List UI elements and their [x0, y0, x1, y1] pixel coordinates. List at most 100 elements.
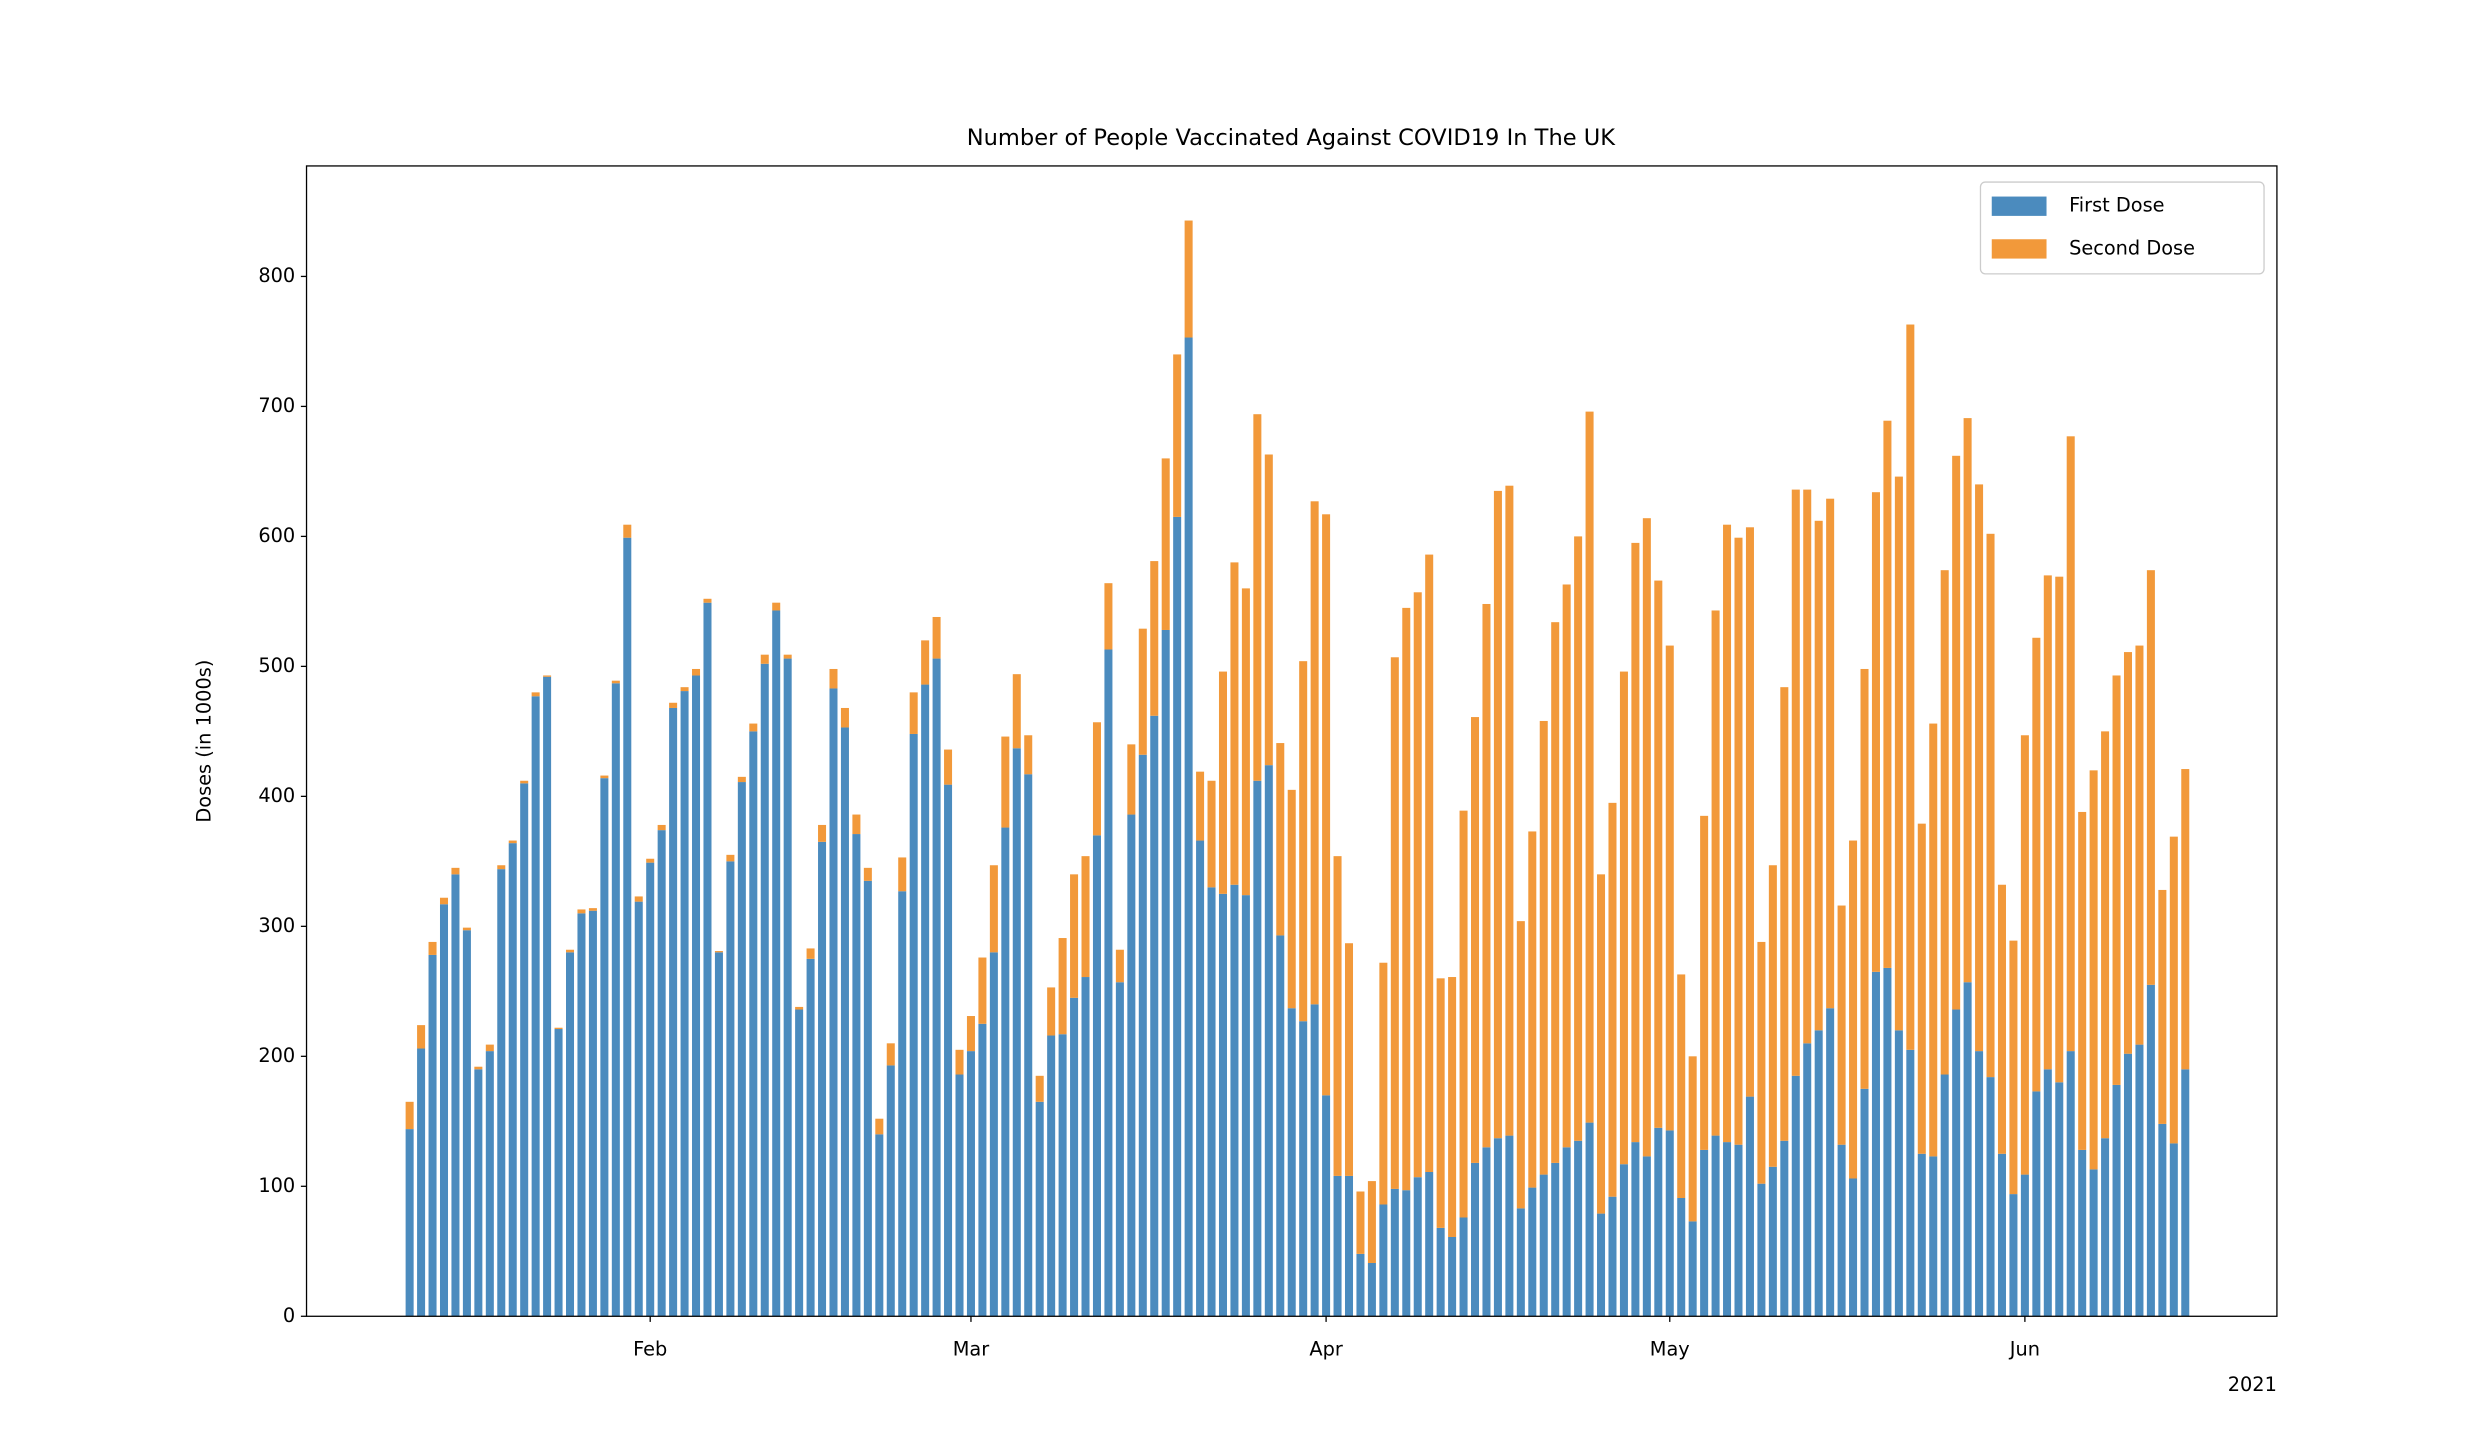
bar-segment: [680, 691, 689, 1317]
bar-segment: [909, 692, 918, 734]
bar-segment: [1047, 1035, 1056, 1317]
bar-segment: [1677, 974, 1686, 1198]
bar-segment: [1241, 588, 1250, 896]
bar-segment: [577, 909, 586, 914]
bar-segment: [1505, 1135, 1514, 1317]
bar-segment: [1631, 542, 1640, 1143]
bar-segment: [1402, 607, 1411, 1191]
bar-segment: [1207, 780, 1216, 888]
bar-segment: [2146, 984, 2155, 1317]
bar-segment: [1390, 1188, 1399, 1317]
bar-segment: [2055, 1082, 2064, 1317]
y-tick-label: 200: [258, 1044, 295, 1067]
bar-segment: [1952, 455, 1961, 1010]
bar-segment: [405, 1129, 414, 1317]
bar-segment: [944, 784, 953, 1317]
bar-segment: [1677, 1197, 1686, 1317]
bar-segment: [760, 654, 769, 664]
bar-segment: [840, 727, 849, 1317]
y-tick-label: 400: [258, 784, 295, 807]
bar-segment: [852, 834, 861, 1317]
bar-segment: [1081, 856, 1090, 978]
bar-segment: [2112, 675, 2121, 1085]
bar-segment: [634, 901, 643, 1317]
bar-segment: [1471, 1162, 1480, 1317]
bar-segment: [772, 610, 781, 1317]
bar-segment: [1196, 771, 1205, 841]
bar-segment: [508, 840, 517, 844]
bar-segment: [1883, 420, 1892, 968]
bar-segment: [1230, 884, 1239, 1317]
bar-segment: [978, 1023, 987, 1317]
bar-segment: [1723, 524, 1732, 1143]
bar-segment: [1493, 1138, 1502, 1317]
bar-segment: [1768, 865, 1777, 1167]
plot-frame: [305, 165, 2278, 1317]
legend-swatch: [1991, 196, 2047, 216]
bar-segment: [669, 707, 678, 1317]
bar-segment: [921, 684, 930, 1317]
bar-segment: [1310, 1004, 1319, 1317]
bar-segment: [806, 948, 815, 959]
bar-segment: [1138, 754, 1147, 1317]
bar-segment: [1218, 671, 1227, 894]
bar-segment: [2066, 1051, 2075, 1317]
bar-segment: [1826, 1008, 1835, 1317]
bar-segment: [1711, 610, 1720, 1136]
bar-segment: [462, 927, 471, 931]
bar-segment: [1344, 943, 1354, 1176]
bar-segment: [1299, 1021, 1308, 1317]
bar-segment: [1367, 1262, 1376, 1317]
bar-segment: [1322, 1095, 1331, 1317]
bar-segment: [1379, 1204, 1388, 1317]
bar-segment: [1333, 856, 1342, 1176]
bar-segment: [1081, 977, 1090, 1317]
bar-segment: [1001, 827, 1010, 1317]
bar-segment: [2032, 1091, 2041, 1317]
bar-segment: [1184, 220, 1193, 338]
bar-segment: [1871, 492, 1880, 972]
bar-segment: [1104, 583, 1113, 650]
bar-segment: [1619, 1164, 1628, 1317]
legend-swatch: [1991, 239, 2047, 259]
bar-segment: [588, 910, 597, 1317]
bar-segment: [921, 640, 930, 685]
bar-segment: [886, 1065, 895, 1317]
bar-segment: [1883, 967, 1892, 1317]
bar-segment: [1665, 645, 1674, 1131]
bar-segment: [1849, 1178, 1858, 1317]
bar-segment: [1253, 780, 1262, 1317]
bar-segment: [1562, 584, 1571, 1148]
bar-segment: [1287, 789, 1296, 1009]
bar-segment: [1734, 537, 1743, 1145]
bar-segment: [1597, 874, 1606, 1214]
bar-segment: [439, 897, 449, 905]
bar-segment: [2009, 940, 2018, 1195]
bar-segment: [1425, 1171, 1434, 1317]
bar-segment: [1986, 533, 1995, 1078]
bar-segment: [1150, 715, 1159, 1317]
bar-segment: [2123, 652, 2133, 1054]
bar-segment: [1700, 1149, 1709, 1317]
bar-segment: [1459, 810, 1468, 1218]
y-tick-label: 800: [258, 264, 295, 287]
bar-segment: [1528, 831, 1537, 1188]
bar-segment: [909, 733, 918, 1317]
bar-segment: [611, 683, 620, 1317]
y-tick-label: 100: [258, 1174, 295, 1197]
bar-segment: [1092, 835, 1101, 1317]
bar-segment: [646, 862, 655, 1317]
bar-segment: [1837, 905, 1846, 1145]
bar-segment: [520, 780, 529, 784]
bar-segment: [1894, 1030, 1903, 1317]
bar-segment: [1035, 1075, 1044, 1102]
bar-segment: [1173, 354, 1182, 517]
bar-segment: [1837, 1144, 1846, 1317]
bar-segment: [1929, 723, 1938, 1157]
bar-segment: [474, 1066, 483, 1070]
bar-segment: [485, 1051, 494, 1317]
bar-segment: [1574, 536, 1583, 1141]
bar-segment: [1218, 893, 1227, 1317]
bar-segment: [1952, 1009, 1961, 1317]
bar-segment: [508, 843, 517, 1317]
